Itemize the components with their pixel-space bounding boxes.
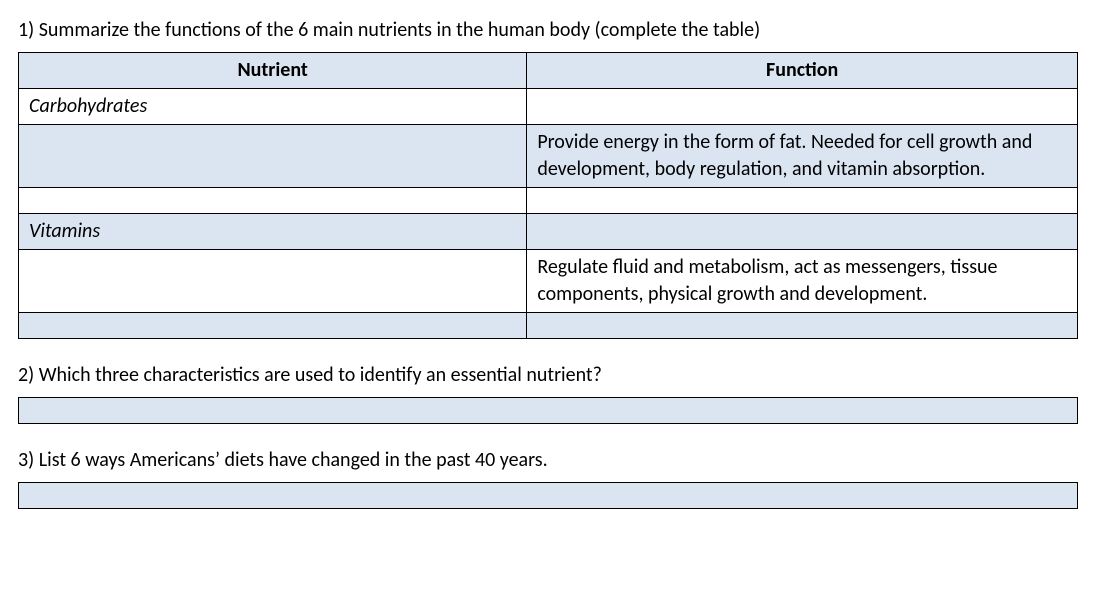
- nutrient-cell[interactable]: [19, 313, 527, 339]
- nutrients-table-header-row: Nutrient Function: [19, 53, 1078, 89]
- table-row: Carbohydrates: [19, 89, 1078, 125]
- nutrients-table: Nutrient Function CarbohydratesProvide e…: [18, 52, 1078, 339]
- nutrient-cell[interactable]: [19, 125, 527, 188]
- nutrient-cell[interactable]: Carbohydrates: [19, 89, 527, 125]
- col-header-function: Function: [527, 53, 1078, 89]
- answer-bar-cell[interactable]: [19, 483, 1078, 509]
- question-3-answer-bar: [18, 482, 1078, 509]
- function-cell[interactable]: Regulate fluid and metabolism, act as me…: [527, 250, 1078, 313]
- question-2-answer-bar: [18, 397, 1078, 424]
- nutrient-cell[interactable]: [19, 188, 527, 214]
- table-row: [19, 313, 1078, 339]
- col-header-nutrient: Nutrient: [19, 53, 527, 89]
- table-row: Vitamins: [19, 214, 1078, 250]
- table-row: Provide energy in the form of fat. Neede…: [19, 125, 1078, 188]
- question-2-prompt: 2) Which three characteristics are used …: [18, 363, 1078, 387]
- nutrient-cell[interactable]: [19, 250, 527, 313]
- table-row: Regulate fluid and metabolism, act as me…: [19, 250, 1078, 313]
- function-cell[interactable]: Provide energy in the form of fat. Neede…: [527, 125, 1078, 188]
- function-cell[interactable]: [527, 313, 1078, 339]
- function-cell[interactable]: [527, 188, 1078, 214]
- question-3-prompt: 3) List 6 ways Americans’ diets have cha…: [18, 448, 1078, 472]
- question-1-prompt: 1) Summarize the functions of the 6 main…: [18, 18, 1078, 42]
- nutrient-cell[interactable]: Vitamins: [19, 214, 527, 250]
- answer-bar-cell[interactable]: [19, 398, 1078, 424]
- function-cell[interactable]: [527, 89, 1078, 125]
- function-cell[interactable]: [527, 214, 1078, 250]
- table-row: [19, 188, 1078, 214]
